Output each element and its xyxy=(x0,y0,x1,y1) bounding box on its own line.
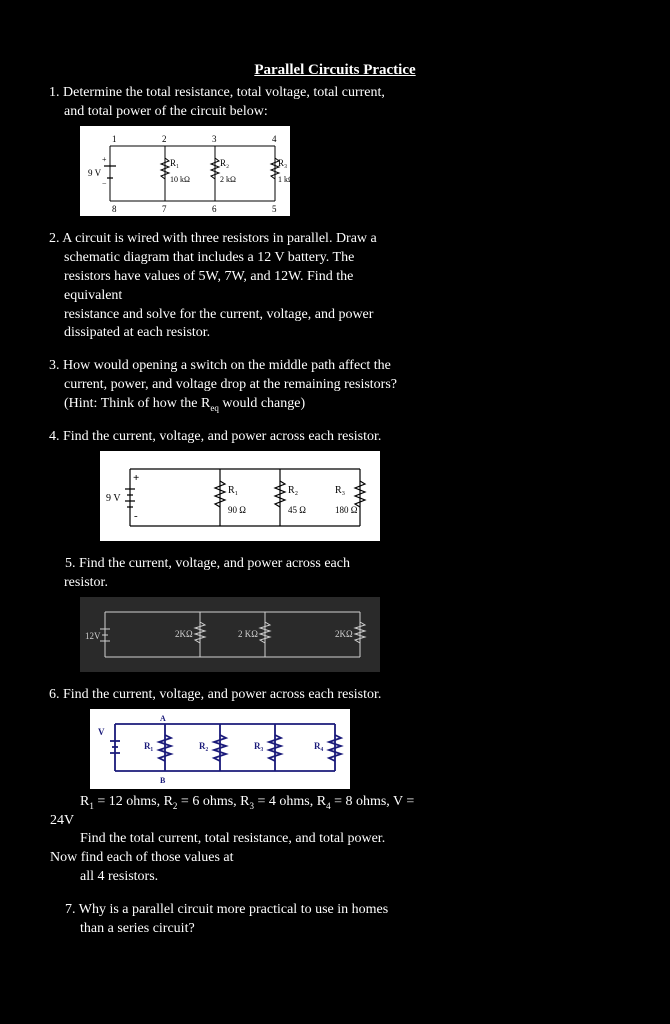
q2-line5: resistance and solve for the current, vo… xyxy=(64,307,373,322)
svg-text:2KΩ: 2KΩ xyxy=(335,629,353,639)
q6-r1: = 12 ohms, R xyxy=(94,794,173,809)
svg-text:R₂: R₂ xyxy=(199,741,208,751)
q5-line2: resistor. xyxy=(64,575,108,590)
svg-text:1: 1 xyxy=(112,134,117,144)
q3-text: 3. How would opening a switch on the mid… xyxy=(30,357,640,414)
svg-text:10 kΩ: 10 kΩ xyxy=(170,175,190,184)
q5-line1: Find the current, voltage, and power acr… xyxy=(79,556,350,571)
svg-text:8: 8 xyxy=(112,204,117,214)
svg-text:2: 2 xyxy=(162,134,167,144)
circuit-4-diagram: 9 V + - R₁ 90 Ω R₂ 45 Ω R₃ 180 Ω xyxy=(100,451,380,541)
q1-line2: and total power of the circuit below: xyxy=(64,104,268,119)
q3-line2: current, power, and voltage drop at the … xyxy=(64,377,397,392)
q6-r2: = 6 ohms, R xyxy=(177,794,249,809)
svg-text:7: 7 xyxy=(162,204,167,214)
svg-text:2 KΩ: 2 KΩ xyxy=(238,629,258,639)
q2-line1: A circuit is wired with three resistors … xyxy=(62,231,377,246)
q6-line3: Now find each of those values at xyxy=(30,849,640,868)
q5-text: 5. Find the current, voltage, and power … xyxy=(30,555,640,574)
circuit-6-diagram: V R₁ R₂ R₃ R₄ A B xyxy=(90,709,350,789)
svg-text:1 kΩ: 1 kΩ xyxy=(278,175,290,184)
svg-text:R₃: R₃ xyxy=(335,485,345,496)
question-5: 5. Find the current, voltage, and power … xyxy=(30,555,640,672)
question-1: 1. Determine the total resistance, total… xyxy=(30,84,640,216)
q6-line1: Find the current, voltage, and power acr… xyxy=(63,687,381,702)
q6-ra: R xyxy=(80,794,89,809)
circuit-1-diagram: 9 V + − R₁ 10 kΩ R₂ 2 kΩ R₃ 1 kΩ 1 2 3 4… xyxy=(80,126,290,216)
question-7: 7. Why is a parallel circuit more practi… xyxy=(30,901,640,939)
q7-num: 7. xyxy=(65,902,76,917)
svg-text:B: B xyxy=(160,776,166,785)
circuit-5-diagram: 12V 2KΩ 2 KΩ 2KΩ xyxy=(80,597,380,672)
q6-text: 6. Find the current, voltage, and power … xyxy=(30,686,640,705)
svg-text:5: 5 xyxy=(272,204,277,214)
svg-text:R₃: R₃ xyxy=(278,158,287,168)
svg-text:12V: 12V xyxy=(85,631,101,641)
svg-text:A: A xyxy=(160,714,166,723)
q4-num: 4. xyxy=(49,429,60,444)
q1-line1: Determine the total resistance, total vo… xyxy=(63,85,385,100)
q3-line3a: (Hint: Think of how the R xyxy=(64,396,210,411)
question-3: 3. How would opening a switch on the mid… xyxy=(30,357,640,414)
q1-num: 1. xyxy=(49,85,60,100)
q3-line1: How would opening a switch on the middle… xyxy=(63,358,391,373)
svg-text:+: + xyxy=(133,472,139,484)
q6-rvals: R1 = 12 ohms, R2 = 6 ohms, R3 = 4 ohms, … xyxy=(30,793,640,812)
question-4: 4. Find the current, voltage, and power … xyxy=(30,428,640,541)
q1-text: 1. Determine the total resistance, total… xyxy=(30,84,640,122)
q2-line2: schematic diagram that includes a 12 V b… xyxy=(64,250,354,265)
q3-sub: eq xyxy=(210,403,219,413)
q7-text: 7. Why is a parallel circuit more practi… xyxy=(30,901,640,939)
q2-line6: dissipated at each resistor. xyxy=(64,325,210,340)
question-6: 6. Find the current, voltage, and power … xyxy=(30,686,640,887)
page-title: Parallel Circuits Practice xyxy=(30,60,640,80)
q3-num: 3. xyxy=(49,358,60,373)
svg-text:R₁: R₁ xyxy=(144,741,153,751)
svg-text:2KΩ: 2KΩ xyxy=(175,629,193,639)
svg-text:R₁: R₁ xyxy=(170,158,179,168)
svg-text:45 Ω: 45 Ω xyxy=(288,505,306,515)
q7-line1: Why is a parallel circuit more practical… xyxy=(79,902,388,917)
q2-line4: equivalent xyxy=(64,288,122,303)
q3-line3b: would change) xyxy=(219,396,305,411)
q6-line4: all 4 resistors. xyxy=(30,868,640,887)
svg-text:9 V: 9 V xyxy=(106,493,121,504)
svg-text:V: V xyxy=(98,727,105,737)
q6-r3: = 4 ohms, R xyxy=(254,794,326,809)
q2-line3: resistors have values of 5W, 7W, and 12W… xyxy=(64,269,353,284)
q2-num: 2. xyxy=(49,231,60,246)
svg-text:R₄: R₄ xyxy=(314,741,323,751)
svg-text:180 Ω: 180 Ω xyxy=(335,505,358,515)
svg-text:9 V: 9 V xyxy=(88,168,102,178)
q6-24v: 24V xyxy=(30,812,640,831)
svg-text:+: + xyxy=(102,155,107,164)
svg-text:3: 3 xyxy=(212,134,217,144)
svg-text:6: 6 xyxy=(212,204,217,214)
question-2: 2. A circuit is wired with three resisto… xyxy=(30,230,640,343)
q7-line2: than a series circuit? xyxy=(80,921,195,936)
svg-text:R₁: R₁ xyxy=(228,485,238,496)
svg-text:2 kΩ: 2 kΩ xyxy=(220,175,236,184)
q4-text: 4. Find the current, voltage, and power … xyxy=(30,428,640,447)
q4-line1: Find the current, voltage, and power acr… xyxy=(63,429,381,444)
q2-text: 2. A circuit is wired with three resisto… xyxy=(30,230,640,343)
svg-text:R₃: R₃ xyxy=(254,741,263,751)
svg-text:−: − xyxy=(102,179,107,188)
q5-num: 5. xyxy=(65,556,76,571)
q6-num: 6. xyxy=(49,687,60,702)
q6-r4: = 8 ohms, V = xyxy=(331,794,415,809)
q5-line2-wrap: resistor. xyxy=(30,574,640,593)
svg-text:-: - xyxy=(134,510,138,522)
svg-text:4: 4 xyxy=(272,134,277,144)
svg-text:90 Ω: 90 Ω xyxy=(228,505,246,515)
svg-text:R₂: R₂ xyxy=(288,485,298,496)
svg-text:R₂: R₂ xyxy=(220,158,229,168)
q6-line2: Find the total current, total resistance… xyxy=(30,830,640,849)
